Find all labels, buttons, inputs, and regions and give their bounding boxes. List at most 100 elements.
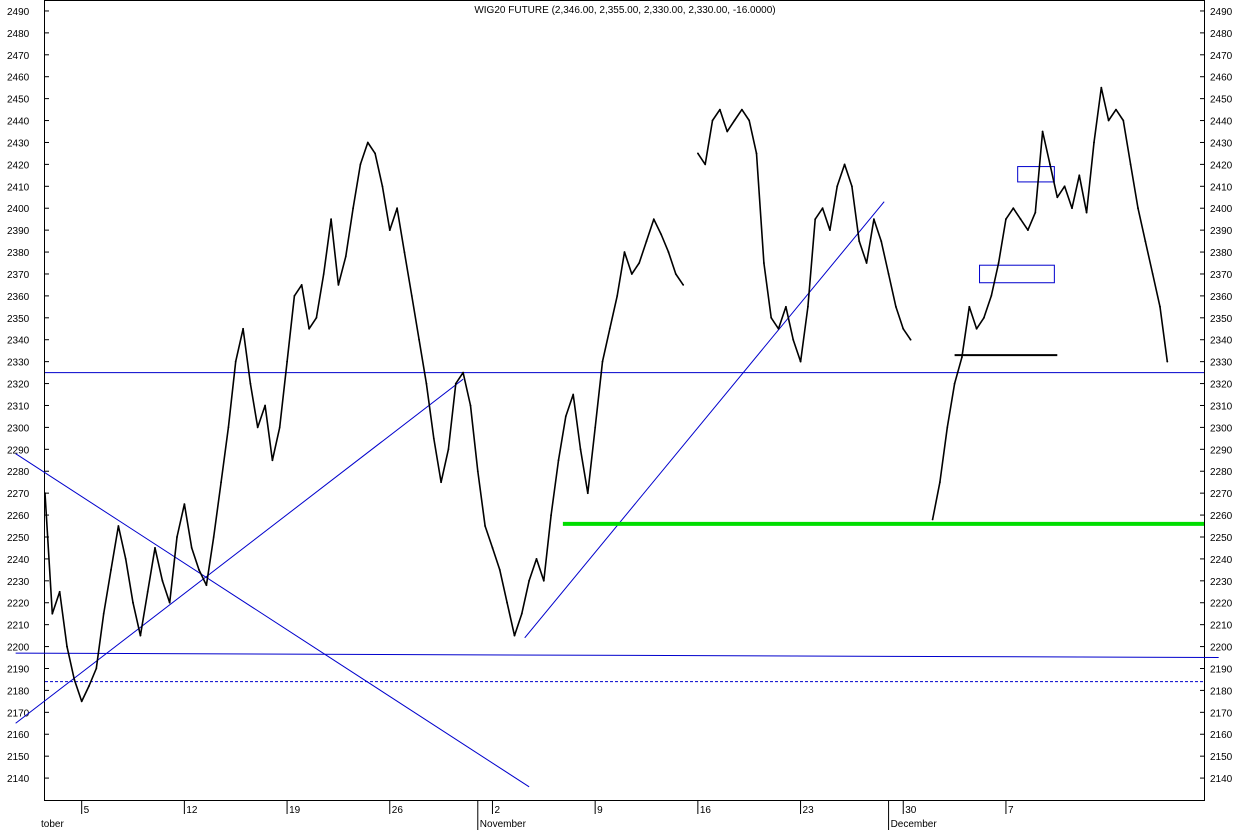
price-point bbox=[586, 492, 589, 495]
price-point bbox=[652, 218, 655, 221]
price-point bbox=[557, 459, 560, 462]
x-tick-label: 2 bbox=[494, 805, 500, 816]
price-point bbox=[124, 558, 127, 560]
price-point bbox=[741, 108, 743, 111]
price-point bbox=[858, 240, 861, 243]
y-tick-label-left: 2270 bbox=[7, 489, 30, 500]
price-point bbox=[660, 233, 663, 236]
price-point bbox=[755, 152, 758, 155]
y-tick-label-right: 2370 bbox=[1210, 270, 1233, 281]
y-tick-label-right: 2430 bbox=[1210, 138, 1233, 149]
price-point bbox=[1144, 240, 1147, 243]
price-point bbox=[381, 185, 384, 188]
y-tick-label-left: 2360 bbox=[7, 292, 30, 303]
y-tick-label-right: 2200 bbox=[1210, 643, 1233, 654]
price-point bbox=[73, 678, 76, 681]
y-tick-label-left: 2380 bbox=[7, 248, 30, 259]
price-point bbox=[1100, 86, 1103, 89]
price-point bbox=[293, 295, 296, 297]
price-point bbox=[234, 360, 237, 363]
y-tick-label-left: 2430 bbox=[7, 138, 30, 149]
price-point bbox=[550, 514, 552, 516]
price-point bbox=[785, 305, 787, 308]
price-point bbox=[968, 305, 971, 308]
price-point bbox=[344, 255, 347, 258]
price-point bbox=[1151, 273, 1154, 275]
price-point bbox=[975, 327, 978, 330]
price-point bbox=[1159, 305, 1161, 308]
y-tick-label-right: 2180 bbox=[1210, 686, 1233, 697]
price-point bbox=[836, 185, 839, 188]
price-point bbox=[322, 273, 325, 275]
price-point bbox=[1041, 130, 1044, 133]
price-point bbox=[1019, 218, 1022, 221]
right-y-axis: 2140 2150 2160 2170 2180 2190 2200 2210 2220 2230… bbox=[1200, 7, 1233, 785]
price-point bbox=[682, 284, 685, 286]
y-tick-label-left: 2350 bbox=[7, 314, 30, 325]
series-layer bbox=[44, 86, 1169, 703]
price-point bbox=[851, 185, 853, 188]
price-point bbox=[388, 229, 391, 232]
price-point bbox=[308, 327, 310, 330]
price-point bbox=[1115, 108, 1117, 111]
trend-line bbox=[15, 652, 1219, 659]
price-point bbox=[697, 152, 699, 155]
trend-line bbox=[15, 453, 530, 788]
y-tick-label-left: 2480 bbox=[7, 29, 30, 40]
price-point bbox=[638, 262, 641, 264]
y-tick-label-left: 2190 bbox=[7, 664, 30, 675]
y-tick-label-left: 2280 bbox=[7, 467, 30, 478]
y-tick-label-right: 2150 bbox=[1210, 752, 1233, 763]
price-point bbox=[102, 612, 105, 615]
month-label: December bbox=[891, 819, 938, 830]
y-tick-label-left: 2150 bbox=[7, 752, 30, 763]
y-tick-label-left: 2140 bbox=[7, 774, 30, 785]
price-point bbox=[315, 316, 318, 319]
price-point bbox=[528, 579, 530, 582]
price-point bbox=[425, 382, 428, 385]
price-point bbox=[396, 207, 398, 210]
price-point bbox=[763, 262, 765, 264]
price-point bbox=[330, 218, 332, 221]
price-point bbox=[792, 338, 795, 341]
x-tick-label: 7 bbox=[1008, 805, 1014, 816]
price-point bbox=[454, 382, 457, 385]
y-tick-label-right: 2380 bbox=[1210, 248, 1233, 259]
price-point bbox=[440, 481, 442, 484]
y-tick-label-right: 2470 bbox=[1210, 51, 1233, 62]
month-label: November bbox=[480, 819, 527, 830]
price-point bbox=[1071, 207, 1073, 210]
y-tick-label-right: 2240 bbox=[1210, 555, 1233, 566]
price-point bbox=[814, 218, 817, 221]
price-point bbox=[198, 569, 200, 571]
price-point bbox=[110, 569, 112, 571]
annotation-layer bbox=[15, 166, 1219, 788]
price-point bbox=[594, 426, 597, 429]
y-tick-label-right: 2410 bbox=[1210, 182, 1233, 193]
price-point bbox=[132, 601, 134, 604]
y-tick-label-right: 2270 bbox=[1210, 489, 1233, 500]
x-tick-label: 12 bbox=[186, 805, 198, 816]
price-point bbox=[300, 284, 303, 286]
price-point bbox=[667, 251, 670, 254]
price-point bbox=[902, 327, 905, 330]
price-point bbox=[909, 338, 912, 341]
x-axis: 5 12 19 26 2 9 16 23 30 7 tober November December bbox=[41, 800, 1014, 830]
x-tick-label: 19 bbox=[289, 805, 301, 816]
price-point bbox=[645, 240, 648, 243]
price-point bbox=[1034, 211, 1037, 214]
y-tick-label-right: 2490 bbox=[1210, 7, 1233, 18]
price-point bbox=[1085, 211, 1088, 214]
y-tick-label-left: 2460 bbox=[7, 73, 30, 84]
price-point bbox=[601, 360, 604, 363]
price-point bbox=[513, 634, 516, 637]
y-tick-label-left: 2390 bbox=[7, 226, 30, 237]
y-tick-label-left: 2170 bbox=[7, 708, 30, 719]
y-tick-label-right: 2140 bbox=[1210, 774, 1233, 785]
x-tick-label: 23 bbox=[803, 805, 815, 816]
x-tick-label: 16 bbox=[700, 805, 712, 816]
y-tick-label-right: 2260 bbox=[1210, 511, 1233, 522]
price-point bbox=[1027, 229, 1029, 232]
y-tick-label-right: 2360 bbox=[1210, 292, 1233, 303]
